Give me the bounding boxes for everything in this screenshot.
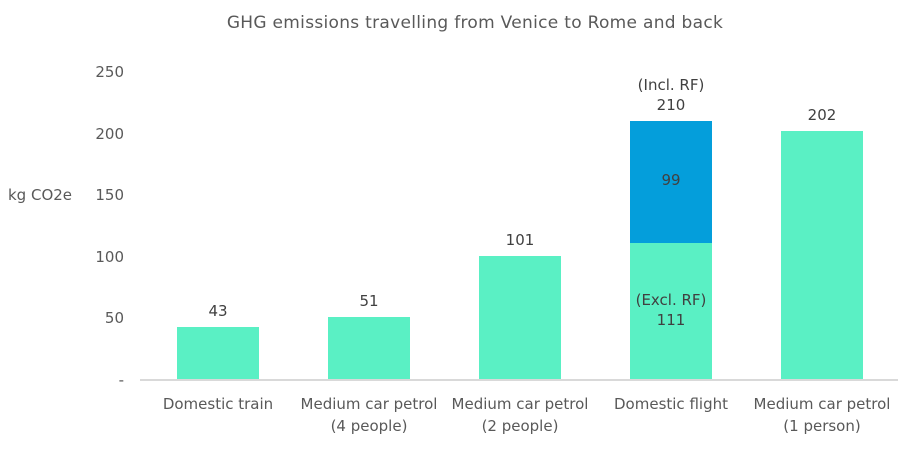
bar-total-label: 101	[460, 230, 580, 250]
category-label-line: Domestic train	[162, 395, 274, 413]
segment-value-label: 99	[611, 170, 731, 190]
bar-segment	[328, 317, 410, 380]
category-label-line: (1 person)	[783, 417, 861, 435]
y-tick-label: 150	[95, 186, 124, 205]
category-label: Medium car petrol (4 people)	[284, 393, 454, 437]
bar-total-label: 202	[762, 105, 882, 125]
y-axis-unit-label: kg CO2e	[8, 186, 73, 204]
category-label: Domestic train	[133, 393, 303, 415]
y-tick-label: 250	[95, 63, 124, 81]
category-label-line: Medium car petrol	[300, 395, 438, 413]
y-tick-label: 50	[104, 309, 124, 328]
category-label: Medium car petrol (2 people)	[435, 393, 605, 437]
y-tick-label: 100	[95, 247, 124, 266]
bar-total-label-line: 202	[807, 106, 837, 125]
bar-total-label: 51	[309, 291, 429, 311]
bar-segment	[630, 243, 712, 380]
bar-segment	[479, 255, 561, 380]
y-tick-label: -	[118, 371, 124, 389]
segment-value-label-line: (Excl. RF)	[635, 290, 707, 309]
category-label-line: Medium car petrol	[753, 395, 891, 413]
bar-total-label-line: 101	[505, 230, 535, 249]
segment-value-label: (Excl. RF) 111	[611, 290, 731, 330]
bar-total-label: 43	[158, 301, 278, 321]
category-label-line: Medium car petrol	[451, 395, 589, 413]
category-label-line: (4 people)	[330, 417, 408, 435]
chart-title: GHG emissions travelling from Venice to …	[226, 13, 724, 33]
x-axis-line	[140, 379, 898, 381]
segment-value-label-line: 111	[656, 310, 686, 329]
category-label-line: (2 people)	[481, 417, 559, 435]
segment-value-label-line: 99	[661, 171, 681, 190]
category-label-line: Domestic flight	[614, 395, 728, 413]
bar-segment	[630, 121, 712, 244]
bar-segment	[177, 327, 259, 380]
bar-total-label: (Incl. RF) 210	[611, 75, 731, 115]
bar-segment	[781, 131, 863, 380]
category-label: Domestic flight	[586, 393, 756, 415]
y-tick-label: 200	[95, 124, 124, 143]
bar-total-label-line: 51	[359, 292, 379, 311]
category-label: Medium car petrol (1 person)	[737, 393, 907, 437]
bar-total-label-line: (Incl. RF)	[637, 76, 705, 95]
bar-total-label-line: 43	[208, 302, 228, 321]
bar-total-label-line: 210	[656, 96, 686, 115]
